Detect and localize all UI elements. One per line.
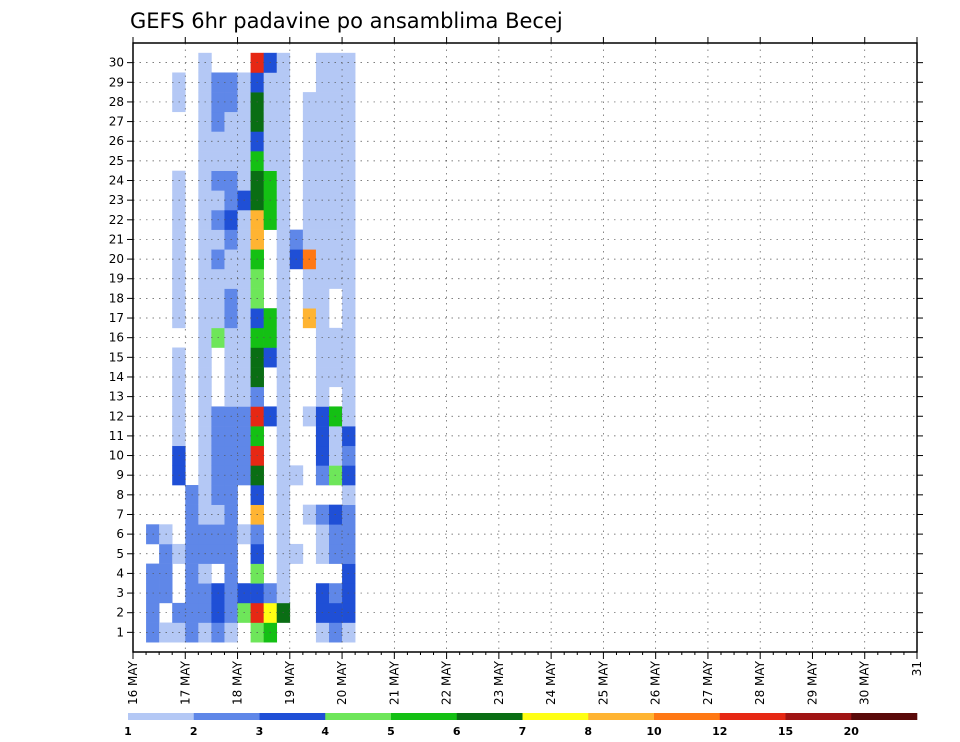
y-tick-label: 1 <box>116 625 124 639</box>
y-tick-label: 9 <box>116 468 124 482</box>
colorbar-label: 2 <box>190 725 198 738</box>
colorbar-label: 7 <box>519 725 527 738</box>
y-tick-label: 30 <box>109 56 124 70</box>
x-tick-label: 17 MAY <box>178 660 192 705</box>
y-tick-label: 3 <box>116 586 124 600</box>
x-tick-label: 26 MAY <box>649 660 663 705</box>
y-tick-label: 6 <box>116 527 124 541</box>
colorbar-label: 12 <box>712 725 727 738</box>
y-tick-label: 2 <box>116 606 124 620</box>
colorbar-label: 8 <box>584 725 592 738</box>
x-tick-label: 21 MAY <box>387 660 401 705</box>
y-tick-label: 7 <box>116 507 124 521</box>
colorbar-label: 20 <box>844 725 860 738</box>
x-tick-label: 29 MAY <box>805 660 819 705</box>
y-axis-ticks: 1234567891011121314151617181920212223242… <box>109 56 923 639</box>
colorbar-swatch <box>522 713 589 720</box>
x-axis-ticks: 16 MAY 17 MAY 18 MAY 19 MAY 20 MAY 21 MAY 22 M… <box>126 37 924 705</box>
x-tick-label: 16 MAY <box>126 660 140 705</box>
grid-lines <box>133 43 917 652</box>
x-tick-label: 31 <box>910 661 924 676</box>
colorbar-label: 6 <box>453 725 461 738</box>
y-tick-label: 17 <box>109 311 124 325</box>
colorbar-swatch <box>785 713 852 720</box>
x-tick-label: 23 MAY <box>492 660 506 705</box>
colorbar-label: 10 <box>646 725 662 738</box>
colorbar-swatch <box>719 713 786 720</box>
y-tick-label: 19 <box>109 272 124 286</box>
y-tick-label: 5 <box>116 547 124 561</box>
y-tick-label: 22 <box>109 213 124 227</box>
colorbar-swatch <box>325 713 392 720</box>
colorbar-label: 3 <box>256 725 264 738</box>
colorbar-swatch <box>128 713 195 720</box>
x-tick-label: 19 MAY <box>283 660 297 705</box>
x-tick-label: 22 MAY <box>440 660 454 705</box>
colorbar-swatch <box>588 713 655 720</box>
y-tick-label: 28 <box>109 95 124 109</box>
y-tick-label: 23 <box>109 193 124 207</box>
y-tick-label: 26 <box>109 134 124 148</box>
colorbar-swatch <box>391 713 458 720</box>
x-tick-label: 24 MAY <box>544 660 558 705</box>
x-tick-label: 30 MAY <box>858 660 872 705</box>
x-tick-label: 27 MAY <box>701 660 715 705</box>
y-tick-label: 27 <box>109 115 124 129</box>
y-tick-label: 11 <box>109 429 124 443</box>
y-tick-label: 15 <box>109 350 124 364</box>
y-tick-label: 12 <box>109 409 124 423</box>
x-tick-label: 18 MAY <box>231 660 245 705</box>
y-tick-label: 16 <box>109 331 124 345</box>
y-tick-label: 14 <box>109 370 124 384</box>
y-tick-label: 24 <box>109 174 124 188</box>
x-tick-label: 20 MAY <box>335 660 349 705</box>
y-tick-label: 25 <box>109 154 124 168</box>
y-tick-label: 21 <box>109 232 124 246</box>
x-tick-label: 25 MAY <box>596 660 610 705</box>
y-tick-label: 13 <box>109 390 124 404</box>
colorbar-label: 1 <box>124 725 132 738</box>
chart-title: GEFS 6hr padavine po ansamblima Becej <box>130 9 563 33</box>
colorbar-label: 4 <box>321 725 329 738</box>
y-tick-label: 18 <box>109 291 124 305</box>
y-tick-label: 8 <box>116 488 124 502</box>
colorbar: 1 2 3 4 5 6 7 8 10 12 15 20 <box>124 713 918 738</box>
colorbar-swatch <box>193 713 260 720</box>
y-tick-label: 20 <box>109 252 124 266</box>
colorbar-swatch <box>456 713 523 720</box>
colorbar-swatch <box>851 713 918 720</box>
y-tick-label: 4 <box>116 566 124 580</box>
y-tick-label: 10 <box>109 449 124 463</box>
y-tick-label: 29 <box>109 75 124 89</box>
colorbar-swatch <box>259 713 326 720</box>
colorbar-label: 15 <box>778 725 793 738</box>
colorbar-swatch <box>654 713 721 720</box>
colorbar-label: 5 <box>387 725 395 738</box>
x-tick-label: 28 MAY <box>753 660 767 705</box>
